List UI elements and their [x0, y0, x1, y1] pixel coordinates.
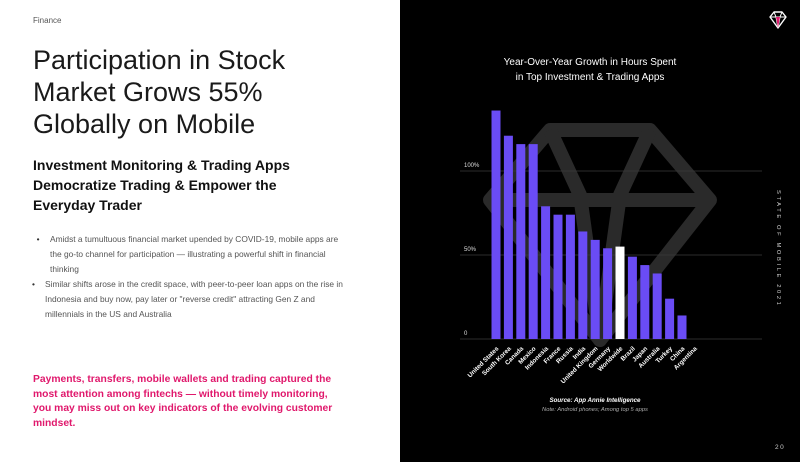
bar-india: [578, 231, 588, 339]
bar-germany: [603, 248, 613, 339]
bar-canada: [516, 144, 526, 339]
report-label-text: STATE OF MOBILE 2021: [775, 190, 781, 308]
bar-south-korea: [503, 135, 513, 339]
chart-source: Source: App Annie Intelligence: [549, 397, 641, 404]
report-label: STATE OF MOBILE 2021: [771, 190, 785, 308]
callout-text: Payments, transfers, mobile wallets and …: [33, 374, 333, 429]
bar-china: [677, 315, 687, 339]
bullet-dot-icon: •: [32, 234, 40, 244]
chart-title-line: Year-Over-Year Growth in Hours Spent: [503, 57, 677, 68]
right-panel: [400, 0, 800, 462]
bar-russia: [565, 214, 575, 339]
page-number: 20: [775, 444, 786, 451]
bar-japan: [640, 265, 650, 339]
page-title: Participation in Stock Market Grows 55% …: [33, 45, 286, 139]
app-annie-logo-icon: [769, 11, 787, 29]
bar-united-states: [491, 110, 501, 340]
bar-united-kingdom: [590, 239, 600, 339]
left-panel: Finance Participation in Stock Market Gr…: [32, 16, 352, 429]
bar-france: [553, 214, 563, 339]
bullet-list: • Amidst a tumultuous financial market u…: [32, 232, 352, 322]
bar-turkey: [665, 298, 675, 339]
list-item: • Amidst a tumultuous financial market u…: [32, 232, 352, 277]
bar-mexico: [528, 144, 538, 339]
bar-australia: [652, 273, 662, 339]
bar-brazil: [627, 256, 637, 339]
bullet-dot-icon: •: [32, 279, 35, 289]
section-label: Finance: [33, 16, 62, 25]
chart-title: Year-Over-Year Growth in Hours Spent in …: [470, 55, 710, 85]
bullet-text: Amidst a tumultuous financial market upe…: [50, 234, 339, 274]
y-tick-label: 100%: [464, 163, 480, 169]
bar-worldwide: [615, 246, 625, 339]
list-item: • Similar shifts arose in the credit spa…: [32, 277, 352, 322]
chart-note: Note: Android phones; Among top 5 apps: [542, 407, 648, 413]
y-tick-label: 0: [464, 331, 468, 337]
chart-title-line: in Top Investment & Trading Apps: [515, 72, 665, 83]
bullet-text: Similar shifts arose in the credit space…: [45, 279, 343, 319]
subheading: Investment Monitoring & Trading Apps Dem…: [33, 157, 290, 213]
bar-indonesia: [541, 206, 551, 339]
y-tick-label: 50%: [464, 247, 477, 253]
